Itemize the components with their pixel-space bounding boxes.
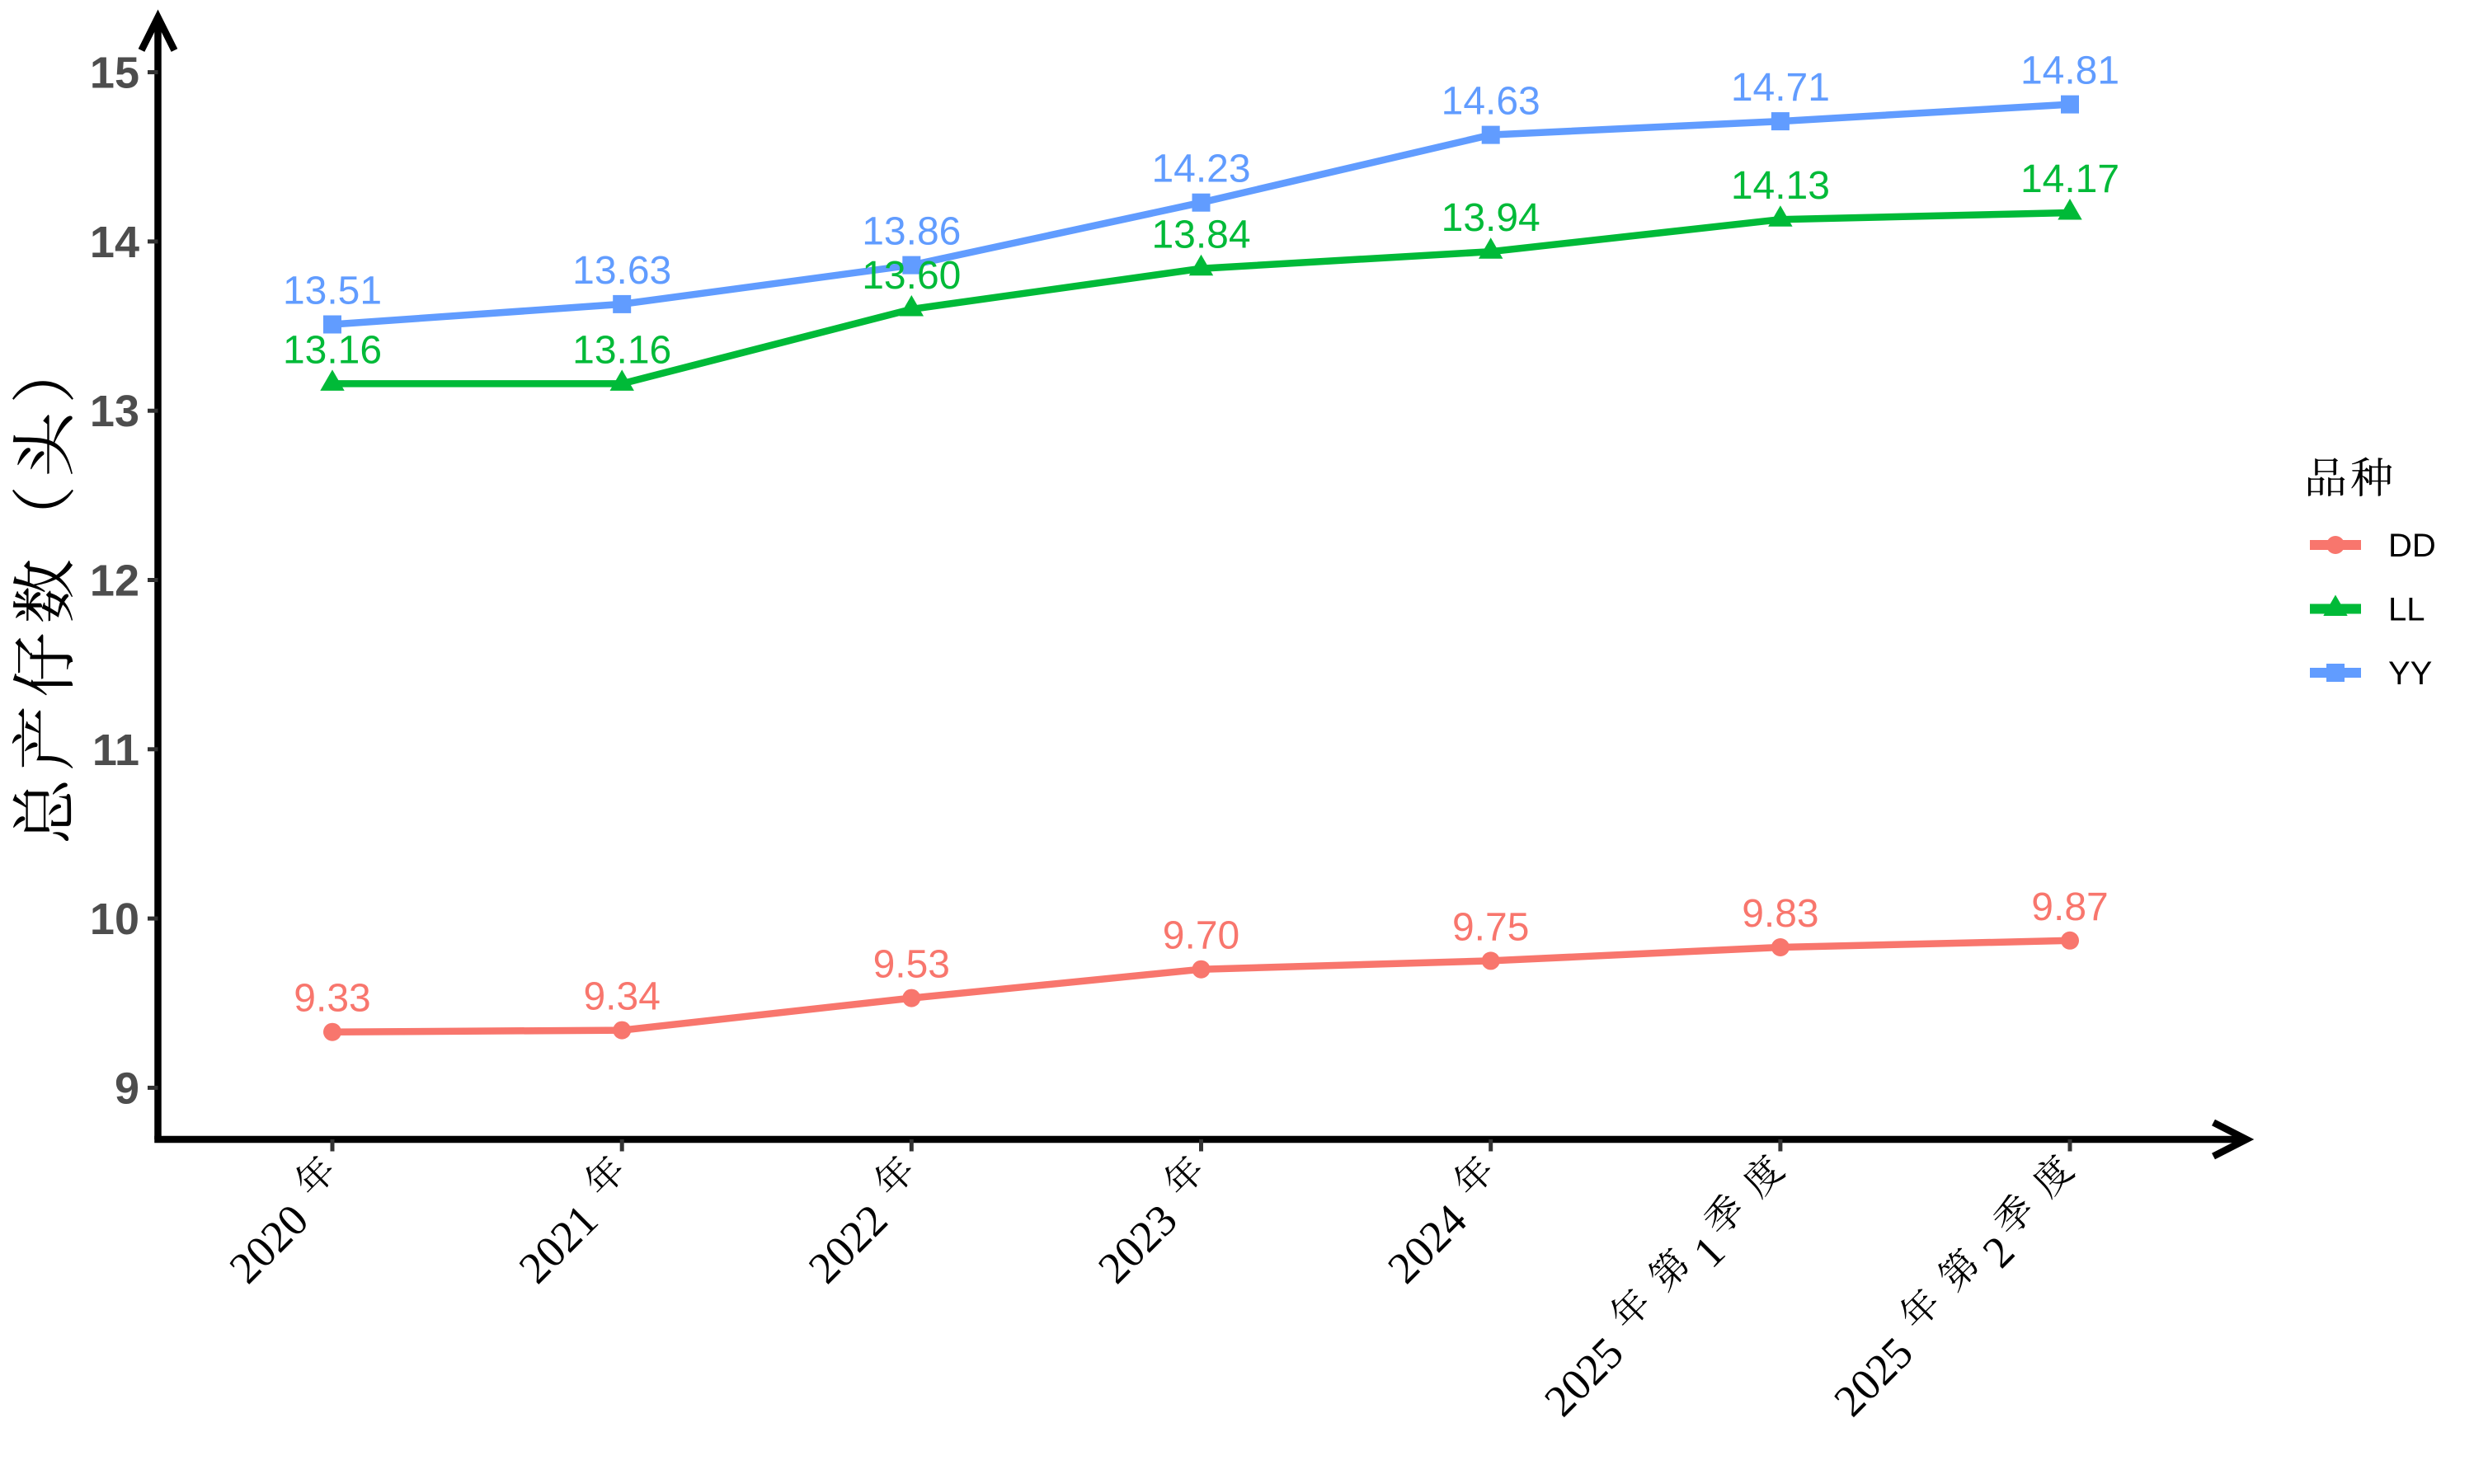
- svg-text:14.17: 14.17: [2020, 157, 2119, 201]
- svg-text:9.34: 9.34: [583, 975, 660, 1019]
- svg-text:14.23: 14.23: [1151, 148, 1250, 191]
- svg-text:9.83: 9.83: [1742, 892, 1818, 936]
- svg-text:YY: YY: [2388, 655, 2432, 692]
- svg-text:13.60: 13.60: [862, 254, 961, 298]
- svg-text:14.13: 14.13: [1731, 164, 1830, 208]
- svg-text:11: 11: [92, 726, 139, 775]
- svg-text:9.75: 9.75: [1452, 905, 1529, 949]
- svg-text:14.63: 14.63: [1442, 80, 1540, 124]
- svg-text:13.86: 13.86: [862, 210, 961, 254]
- svg-text:13.94: 13.94: [1442, 196, 1540, 240]
- svg-text:13: 13: [90, 387, 139, 436]
- svg-text:13.51: 13.51: [283, 270, 382, 313]
- svg-text:13.16: 13.16: [283, 328, 382, 372]
- svg-text:9.53: 9.53: [873, 943, 950, 987]
- svg-text:13.84: 13.84: [1151, 214, 1250, 257]
- svg-text:10: 10: [90, 895, 139, 944]
- svg-text:9.33: 9.33: [294, 977, 370, 1021]
- svg-text:14: 14: [90, 218, 139, 267]
- svg-text:14.71: 14.71: [1731, 66, 1830, 110]
- svg-text:12: 12: [90, 556, 139, 606]
- svg-text:14.81: 14.81: [2020, 49, 2119, 93]
- svg-text:13.63: 13.63: [572, 249, 671, 293]
- svg-text:9.70: 9.70: [1163, 914, 1239, 958]
- svg-text:15: 15: [90, 49, 139, 98]
- svg-text:13.16: 13.16: [572, 328, 671, 372]
- svg-text:LL: LL: [2388, 592, 2425, 628]
- svg-text:DD: DD: [2388, 528, 2436, 564]
- svg-text:9.87: 9.87: [2031, 885, 2108, 929]
- svg-text:9: 9: [115, 1064, 139, 1113]
